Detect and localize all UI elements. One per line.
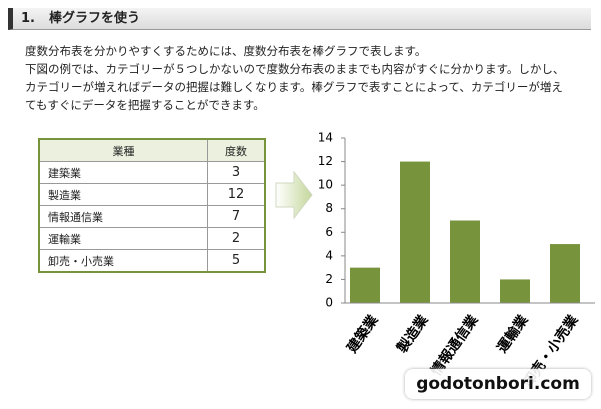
y-tick-label: 2 — [325, 272, 333, 286]
x-tick-label: 建築業 — [344, 311, 383, 356]
y-tick-label: 8 — [325, 201, 333, 215]
table-cell: 製造業 — [38, 183, 208, 206]
section-number: 1. — [21, 11, 35, 26]
text-line: てもすぐにデータを把握することができます。 — [25, 98, 265, 112]
y-tick-label: 14 — [318, 131, 333, 145]
table-cell: 卸売・小売業 — [38, 249, 208, 273]
bar — [350, 267, 380, 303]
arrow — [275, 170, 313, 220]
text-line: カテゴリーが増えればデータの把握は難しくなります。棒グラフで表すことによって、カ… — [25, 80, 563, 94]
text-line: 下図の例では、カテゴリーが５つしかないので度数分布表のままでも内容がすぐに分かり… — [25, 62, 565, 76]
x-tick-label: 製造業 — [393, 311, 432, 357]
table-cell: 2 — [207, 227, 266, 250]
table-cell: 運輸業 — [38, 227, 208, 250]
table-header: 度数 — [207, 138, 266, 162]
y-tick-label: 6 — [325, 225, 333, 239]
y-tick-label: 0 — [325, 296, 333, 310]
frequency-table: 業種 度数 建築業 3 製造業 12 情報通信業 7 運輸業 2 卸売・小売業 5 — [38, 138, 266, 273]
text-line: 度数分布表を分かりやすくするためには、度数分布表を棒グラフで表します。 — [25, 44, 427, 58]
x-tick-label: 運輸業 — [494, 311, 533, 356]
bar — [550, 244, 580, 303]
y-tick-label: 12 — [318, 154, 333, 168]
section-title: 棒グラフを使う — [48, 11, 140, 26]
table-row: 運輸業 2 — [38, 227, 266, 250]
bar — [500, 279, 530, 303]
table-row: 製造業 12 — [38, 183, 266, 206]
y-tick-label: 4 — [325, 248, 333, 262]
table-row: 建築業 3 — [38, 161, 266, 184]
table-cell: 5 — [207, 249, 266, 273]
table-cell: 3 — [207, 161, 266, 184]
table-row: 卸売・小売業 5 — [38, 249, 266, 273]
section-header: 1. 棒グラフを使う — [8, 8, 591, 30]
bar — [450, 220, 480, 303]
y-tick-label: 10 — [318, 178, 333, 192]
bar — [400, 161, 430, 303]
table-row: 情報通信業 7 — [38, 205, 266, 228]
table-header: 業種 — [38, 138, 208, 162]
watermark: godotonbori.com — [405, 369, 591, 399]
